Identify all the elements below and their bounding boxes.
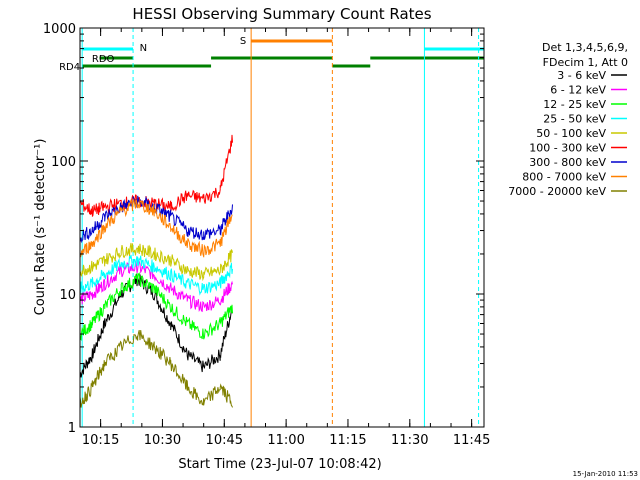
series-line — [79, 195, 233, 244]
x-tick-label: 10:15 — [82, 433, 119, 448]
series-line — [79, 259, 233, 313]
series-line — [79, 134, 233, 217]
legend-header: Det 1,3,4,5,6,9, — [542, 41, 628, 54]
plot-area: N RDO RD4 S — [59, 28, 484, 427]
annotation-label: S — [240, 36, 246, 47]
chart-title: HESSI Observing Summary Count Rates — [132, 5, 431, 23]
legend-entry-label: 25 - 50 keV — [543, 113, 606, 126]
annotation-label: RD4 — [59, 62, 80, 73]
legend-entry-label: 12 - 25 keV — [543, 98, 606, 111]
legend-entry-label: 6 - 12 keV — [550, 84, 606, 97]
series-line — [79, 274, 233, 378]
x-tick-label: 10:45 — [206, 433, 243, 448]
series-line — [79, 329, 233, 408]
series-line — [79, 242, 233, 282]
annotation-label: N — [140, 43, 147, 54]
series-line — [79, 197, 233, 258]
legend-entry-label: 300 - 800 keV — [529, 156, 606, 169]
series-line — [79, 272, 233, 341]
plot-frame — [79, 27, 485, 428]
y-tick-label: 100 — [51, 155, 76, 170]
legend: Det 1,3,4,5,6,9, FDecim 1, Att 03 - 6 keV… — [508, 41, 628, 198]
axes: 1 10 100 1000 10:15 10:30 10:45 11:00 11:15 11:30… — [43, 22, 490, 448]
y-axis-label: Count Rate (s⁻¹ detector⁻¹) — [33, 139, 48, 316]
legend-entry-label: 800 - 7000 keV — [522, 171, 606, 184]
legend-entry-label: 7000 - 20000 keV — [508, 185, 606, 198]
x-tick-label: 11:15 — [329, 433, 366, 448]
y-tick-label: 1000 — [43, 22, 76, 37]
x-tick-label: 11:45 — [453, 433, 490, 448]
y-tick-label: 1 — [68, 421, 76, 436]
legend-entry-label: 3 - 6 keV — [557, 69, 606, 82]
x-axis-label: Start Time (23-Jul-07 10:08:42) — [178, 457, 381, 472]
x-tick-label: 11:00 — [267, 433, 304, 448]
y-tick-label: 10 — [59, 288, 76, 303]
legend-entry-label: 100 - 300 keV — [529, 142, 606, 155]
x-tick-label: 11:30 — [391, 433, 428, 448]
x-tick-label: 10:30 — [144, 433, 181, 448]
legend-entry-label: 50 - 100 keV — [536, 127, 606, 140]
annotation-label: RDO — [92, 54, 115, 65]
series-line — [79, 254, 233, 296]
timestamp: 15-Jan-2010 11:53 — [573, 470, 638, 478]
legend-header: FDecim 1, Att 0 — [543, 56, 628, 69]
